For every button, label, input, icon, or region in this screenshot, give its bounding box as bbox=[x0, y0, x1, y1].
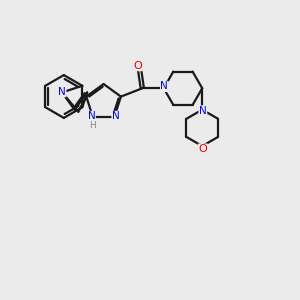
Text: O: O bbox=[198, 144, 207, 154]
Text: N: N bbox=[58, 87, 66, 97]
Text: O: O bbox=[134, 61, 142, 71]
Text: N: N bbox=[112, 111, 120, 122]
Text: H: H bbox=[89, 121, 96, 130]
Text: N: N bbox=[160, 82, 168, 92]
Text: N: N bbox=[88, 111, 95, 122]
Text: N: N bbox=[199, 106, 207, 116]
